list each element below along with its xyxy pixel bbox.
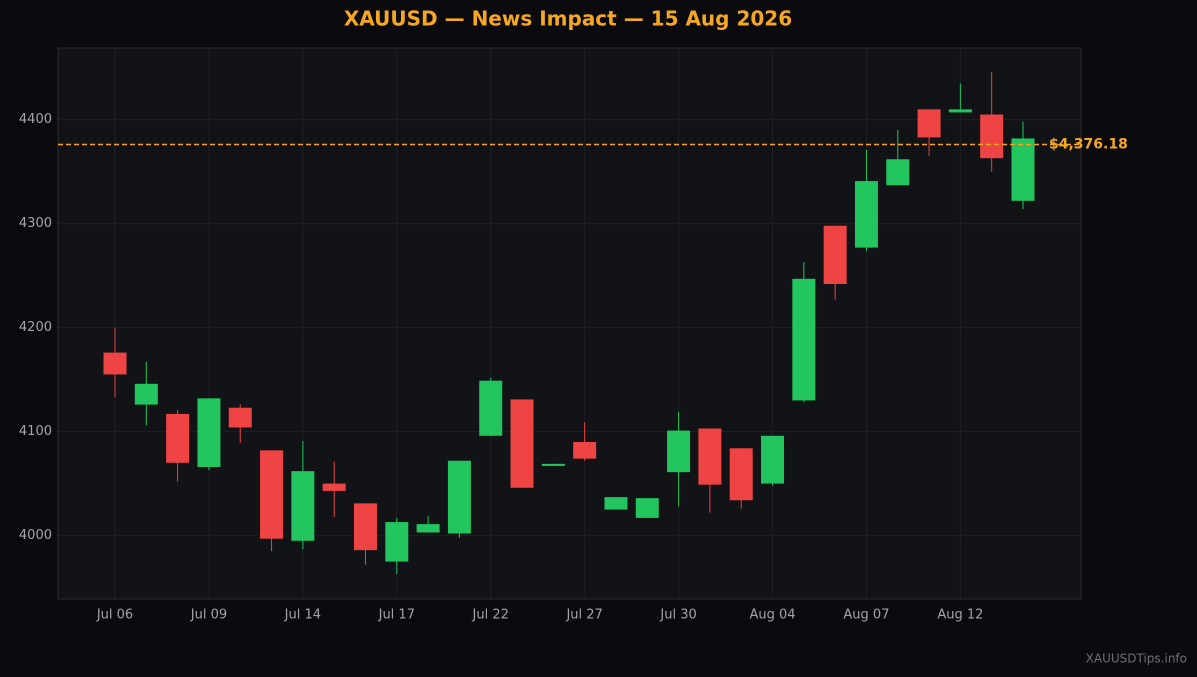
candle-body (980, 114, 1004, 159)
x-tick-label: Aug 04 (749, 608, 795, 623)
candle-body (134, 383, 158, 405)
candle-body (260, 450, 284, 539)
y-tick-label: 4300 (19, 216, 52, 231)
candle-body (698, 428, 722, 485)
candle-body (510, 399, 534, 488)
x-tick-label: Jul 06 (96, 608, 133, 623)
candle-body (103, 352, 127, 375)
x-tick-label: Jul 22 (472, 608, 509, 623)
x-tick-label: Jul 27 (565, 608, 602, 623)
candle-body (322, 483, 346, 491)
candle-body (291, 471, 315, 541)
candle-body (197, 398, 221, 467)
y-tick-label: 4100 (19, 424, 52, 439)
candle-body (792, 278, 816, 401)
x-tick-label: Aug 07 (843, 608, 889, 623)
y-tick-label: 4200 (19, 320, 52, 335)
candle-body (854, 181, 878, 248)
x-tick-label: Jul 14 (284, 608, 321, 623)
y-tick-label: 4000 (19, 528, 52, 543)
chart-title: XAUUSD — News Impact — 15 Aug 2026 (344, 7, 792, 31)
candle-body (729, 448, 753, 501)
candle-body (761, 435, 785, 484)
candle-body (385, 522, 409, 562)
candle-body (447, 460, 471, 534)
y-tick-label: 4400 (19, 112, 52, 127)
candle-body (353, 503, 377, 551)
candle-body (166, 413, 190, 463)
candle-body (635, 498, 659, 518)
candle-body (604, 497, 628, 510)
x-tick-label: Aug 12 (937, 608, 983, 623)
x-tick-label: Jul 09 (190, 608, 227, 623)
x-tick-label: Jul 17 (378, 608, 415, 623)
candle-body (541, 463, 565, 466)
x-tick-label: Jul 30 (659, 608, 696, 623)
candle-body (1011, 138, 1035, 201)
candle-body (479, 380, 503, 436)
candle-body (573, 442, 597, 459)
plot-area (57, 47, 1082, 600)
candle-body (948, 109, 972, 113)
candle-body (823, 225, 847, 284)
price-line-label: $4,376.18 (1049, 136, 1128, 152)
candle-body (886, 159, 910, 186)
candle-body (667, 430, 691, 473)
candle-body (228, 407, 252, 428)
watermark: XAUUSDTips.info (1086, 652, 1187, 666)
candle-body (416, 524, 440, 533)
candle-body (917, 109, 941, 138)
